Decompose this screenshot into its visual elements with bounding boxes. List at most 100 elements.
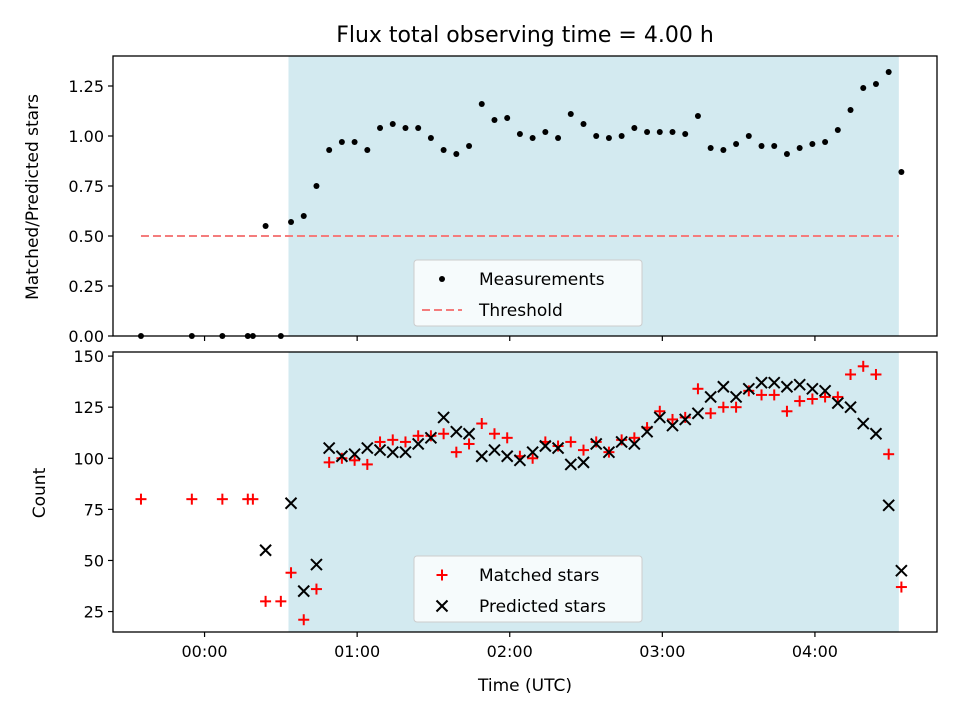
- data-point: [860, 85, 867, 91]
- data-point: [682, 131, 689, 137]
- data-point: [338, 139, 345, 145]
- data-point-b: [729, 390, 743, 404]
- series-measurements: [137, 69, 905, 339]
- data-point-b: [869, 427, 883, 440]
- data-point: [806, 382, 819, 395]
- data-point: [742, 382, 756, 395]
- data-point: [335, 450, 349, 463]
- data-point: [771, 143, 778, 149]
- data-point: [186, 493, 198, 505]
- data-point: [834, 127, 841, 133]
- data-point-b: [564, 458, 577, 471]
- data-point-b: [590, 437, 603, 451]
- data-point: [895, 581, 907, 593]
- data-point: [707, 145, 714, 151]
- data-point: [666, 419, 679, 432]
- data-point: [733, 141, 740, 147]
- top-panel: 0.00 0.25 0.50 0.75 1.00 1.25 Measurements Thre…: [68, 55, 938, 346]
- data-point: [653, 411, 666, 424]
- x-tick-label: 00:00: [182, 642, 228, 661]
- data-point-b: [691, 407, 705, 420]
- data-point: [832, 391, 844, 403]
- data-point: [882, 499, 895, 512]
- data-point: [758, 143, 765, 149]
- legend-box: [413, 555, 643, 623]
- bottom-y-axis-label: Count: [30, 467, 50, 518]
- data-point-b: [437, 411, 450, 424]
- data-point: [602, 445, 616, 459]
- data-point: [364, 147, 371, 153]
- data-point: [794, 395, 806, 407]
- data-point-b: [818, 384, 832, 398]
- data-point: [628, 437, 641, 451]
- y-tick-label: 125: [73, 398, 104, 417]
- data-point-b: [475, 450, 488, 463]
- data-point: [438, 428, 450, 440]
- data-point: [313, 183, 320, 189]
- data-point: [756, 389, 768, 401]
- data-point-b: [844, 400, 857, 414]
- data-point: [262, 223, 269, 229]
- data-point-b: [424, 431, 438, 445]
- data-point: [425, 430, 437, 442]
- data-point-b: [806, 382, 819, 395]
- data-point-b: [628, 437, 641, 451]
- data-point: [527, 452, 539, 464]
- data-point: [488, 443, 501, 457]
- data-point: [300, 213, 307, 219]
- data-point: [135, 493, 147, 505]
- data-point-b: [348, 447, 361, 461]
- data-point: [806, 393, 818, 405]
- data-point-b: [462, 427, 476, 440]
- data-point: [427, 135, 434, 141]
- data-point: [831, 396, 845, 410]
- data-point: [717, 380, 730, 393]
- data-point: [466, 143, 473, 149]
- data-point: [845, 368, 857, 380]
- data-point: [500, 450, 514, 463]
- data-point: [780, 380, 794, 393]
- data-point: [745, 133, 752, 139]
- data-point: [705, 407, 717, 419]
- data-point: [580, 121, 587, 127]
- data-point: [590, 436, 602, 448]
- legend-label: Predicted stars: [479, 597, 606, 617]
- data-point: [822, 139, 829, 145]
- data-point: [504, 115, 511, 121]
- data-point: [869, 427, 883, 440]
- data-point: [883, 448, 895, 460]
- data-point: [729, 390, 743, 404]
- data-point: [691, 407, 705, 420]
- data-point: [692, 383, 704, 395]
- data-point: [704, 390, 717, 404]
- legend-label: Measurements: [479, 270, 605, 290]
- data-point: [755, 376, 768, 389]
- y-tick-label: 0.50: [68, 227, 104, 246]
- legend-label: Threshold: [478, 301, 563, 321]
- data-point: [781, 405, 793, 417]
- data-point: [796, 145, 803, 151]
- data-point-b: [361, 441, 374, 455]
- data-point: [844, 400, 857, 414]
- data-point: [616, 434, 628, 446]
- data-point-b: [310, 558, 323, 571]
- data-point: [679, 413, 692, 426]
- data-point-b: [768, 376, 781, 389]
- data-point-b: [653, 411, 666, 424]
- data-point: [819, 391, 831, 403]
- data-point: [402, 125, 409, 131]
- y-tick-label: 100: [73, 449, 104, 468]
- data-point-b: [640, 425, 654, 438]
- data-point-b: [450, 425, 463, 438]
- data-point: [440, 147, 447, 153]
- data-point: [667, 413, 679, 425]
- data-point-b: [679, 413, 692, 426]
- data-point: [298, 614, 310, 626]
- data-point: [310, 583, 322, 595]
- x-tick-label: 04:00: [792, 642, 838, 661]
- data-point: [743, 385, 755, 397]
- data-point: [577, 456, 590, 469]
- data-point-b: [488, 443, 501, 457]
- data-point-b: [742, 382, 756, 395]
- data-point-b: [297, 584, 310, 598]
